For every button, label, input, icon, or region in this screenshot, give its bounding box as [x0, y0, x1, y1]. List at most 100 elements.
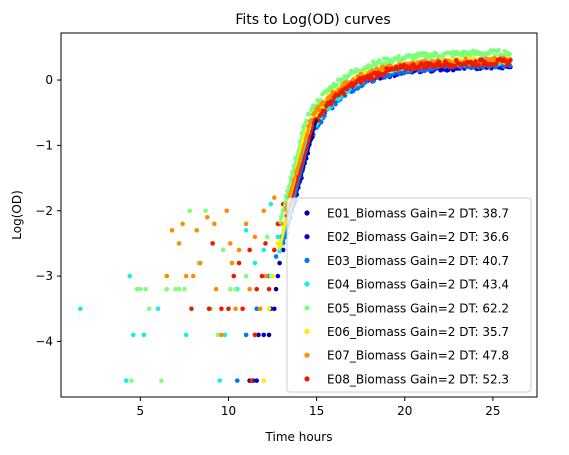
- data-point: [182, 286, 187, 292]
- legend-entry: E03_Biomass Gain=2 DT: 40.7: [327, 254, 509, 268]
- legend-marker: [304, 328, 310, 335]
- data-point: [275, 241, 281, 246]
- data-point: [206, 306, 212, 312]
- data-point: [264, 234, 270, 240]
- data-point: [189, 306, 194, 312]
- data-point: [328, 102, 334, 107]
- legend-marker: [304, 281, 310, 287]
- data-point: [176, 241, 182, 246]
- data-point: [266, 332, 272, 338]
- data-point: [272, 306, 277, 312]
- x-tick-label: 10: [221, 404, 236, 418]
- data-point: [280, 247, 286, 253]
- y-tick-label: −2: [35, 204, 53, 218]
- legend-marker: [304, 210, 310, 216]
- data-point: [143, 286, 148, 292]
- x-axis-label: Time hours: [265, 430, 333, 444]
- data-point: [220, 247, 226, 253]
- data-point: [78, 306, 83, 312]
- legend-entry: E05_Biomass Gain=2 DT: 62.2: [327, 301, 509, 315]
- data-point: [159, 378, 164, 383]
- data-point: [272, 247, 277, 253]
- data-point: [243, 332, 249, 338]
- data-point: [261, 332, 267, 338]
- data-point: [190, 273, 196, 279]
- data-point: [229, 260, 235, 266]
- data-point: [180, 221, 185, 227]
- data-point: [275, 273, 281, 279]
- data-point: [224, 208, 230, 214]
- legend-marker: [304, 352, 310, 358]
- x-tick-label: 25: [485, 404, 500, 418]
- data-point: [213, 286, 219, 292]
- data-point: [275, 234, 281, 240]
- data-point: [247, 286, 252, 292]
- data-point: [261, 208, 267, 214]
- data-point: [130, 332, 136, 338]
- data-point: [268, 201, 274, 207]
- data-point: [252, 260, 258, 266]
- data-point: [129, 378, 134, 383]
- legend-entry: E01_Biomass Gain=2 DT: 38.7: [327, 207, 509, 221]
- data-point: [436, 59, 442, 65]
- legend-marker: [304, 305, 310, 311]
- x-axis: 5 10 15 20 25: [137, 397, 501, 418]
- data-point: [263, 273, 268, 279]
- data-point: [233, 286, 238, 292]
- fit-line: [278, 132, 306, 251]
- data-point: [236, 247, 242, 253]
- data-point: [127, 273, 133, 279]
- data-point: [243, 228, 249, 233]
- data-point: [322, 108, 328, 114]
- data-point: [231, 273, 237, 279]
- data-point: [187, 208, 192, 214]
- y-tick-label: −1: [35, 138, 53, 152]
- data-point: [396, 71, 402, 76]
- data-point: [413, 55, 419, 61]
- data-point: [266, 306, 272, 312]
- data-point: [243, 273, 249, 279]
- data-point: [219, 306, 224, 312]
- data-point: [194, 228, 200, 233]
- data-point: [355, 86, 361, 91]
- data-point: [272, 195, 277, 200]
- data-point: [377, 58, 382, 63]
- data-point: [358, 71, 364, 77]
- data-point: [183, 273, 189, 279]
- legend-entry: E06_Biomass Gain=2 DT: 35.7: [327, 325, 509, 339]
- data-point: [141, 332, 147, 338]
- data-point: [270, 273, 275, 279]
- data-point: [227, 286, 233, 292]
- legend-marker: [304, 257, 310, 263]
- legend-marker: [304, 376, 310, 382]
- data-point: [350, 88, 356, 94]
- data-point: [169, 228, 175, 233]
- data-point: [408, 66, 413, 72]
- data-point: [176, 286, 182, 292]
- data-point: [263, 241, 268, 246]
- y-tick-label: 0: [45, 73, 53, 87]
- data-point: [501, 64, 506, 69]
- data-point: [254, 306, 259, 312]
- y-tick-label: −4: [35, 334, 53, 348]
- data-point: [234, 378, 240, 383]
- data-point: [273, 286, 279, 292]
- chart-title: Fits to Log(OD) curves: [235, 12, 390, 28]
- plot-frame: [60, 32, 538, 398]
- legend: E01_Biomass Gain=2 DT: 38.7 E02_Biomass G…: [286, 197, 532, 393]
- y-tick-label: −3: [35, 269, 53, 283]
- data-point: [370, 76, 375, 81]
- data-point: [210, 241, 215, 246]
- data-point: [358, 80, 364, 86]
- data-point: [197, 260, 203, 266]
- data-point: [155, 306, 161, 312]
- data-point: [277, 260, 282, 266]
- data-point: [473, 59, 478, 64]
- data-point: [233, 306, 238, 312]
- data-point: [387, 73, 392, 79]
- data-point: [307, 112, 313, 117]
- data-point: [236, 260, 242, 266]
- data-point: [249, 378, 254, 383]
- data-point: [382, 70, 388, 76]
